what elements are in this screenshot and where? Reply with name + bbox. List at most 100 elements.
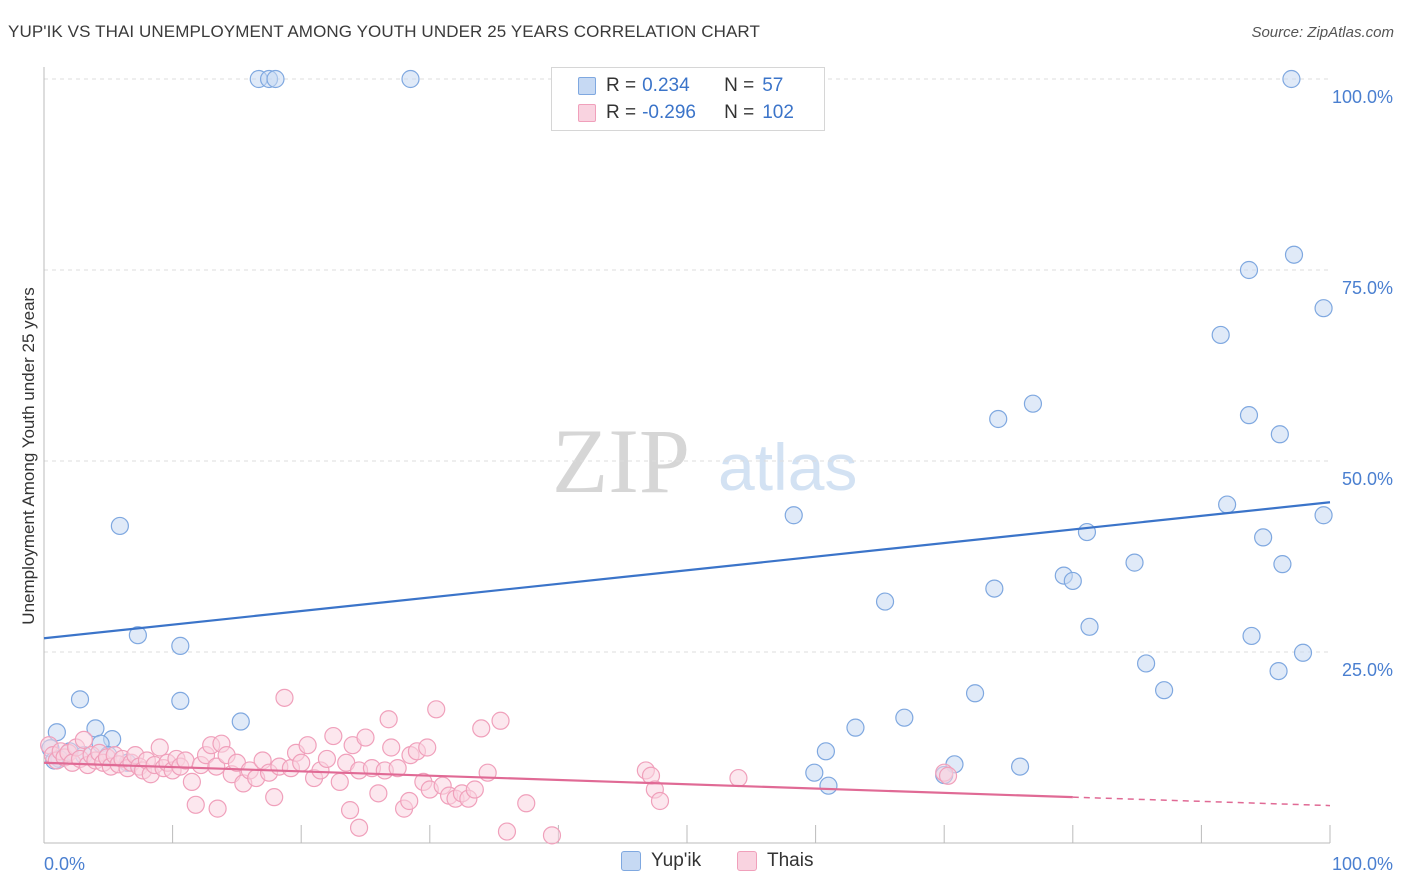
thai-point (400, 791, 419, 811)
yupik-point (1137, 654, 1156, 673)
yupik-point (171, 636, 190, 655)
chart-title: YUP'IK VS THAI UNEMPLOYMENT AMONG YOUTH … (8, 22, 760, 41)
yupik-point (1125, 553, 1144, 572)
yupik-point (231, 712, 250, 731)
y-tick-label: 75.0% (1342, 278, 1393, 298)
thai-point (418, 738, 437, 757)
legend-n-label: N = (724, 102, 755, 123)
yupik-point (1284, 245, 1304, 264)
y-tick-label: 100.0% (1332, 87, 1393, 107)
yupik-point (171, 691, 190, 710)
yupik-point (1314, 506, 1333, 525)
thai-point (340, 801, 360, 820)
axes (43, 67, 1331, 844)
yupik-point (989, 409, 1008, 429)
yupik-point (1155, 681, 1174, 700)
bottom-legend-yupik: Yup'ik (621, 850, 701, 872)
watermark-atlas: atlas (718, 430, 857, 504)
chart-source: Source: ZipAtlas.com (1251, 24, 1394, 41)
y-tick-label: 25.0% (1342, 660, 1393, 680)
legend-r-value-thais: -0.296 (642, 102, 696, 123)
thai-point (349, 818, 369, 837)
thai-point (324, 726, 343, 746)
yupik-point (128, 626, 147, 645)
yupik-point (1239, 260, 1259, 280)
thai-point (369, 784, 388, 803)
y-tick-labels: 100.0% 75.0% 50.0% 25.0% (1332, 87, 1393, 680)
bottom-legend-thais: Thais (737, 850, 813, 872)
thai-point (265, 788, 284, 807)
bottom-legend-label-thais: Thais (767, 850, 814, 871)
yupik-point (1273, 555, 1292, 574)
yupik-point (784, 506, 803, 525)
thai-point (427, 700, 446, 719)
thai-point (182, 772, 201, 791)
thai-point (150, 738, 169, 757)
thai-point (517, 794, 536, 813)
trend-lines (43, 501, 1331, 807)
y-axis-label: Unemployment Among Youth under 25 years (19, 287, 38, 624)
x-tick-labels: 0.0% 100.0% (44, 854, 1393, 874)
thai-point (275, 688, 294, 707)
thai-point (356, 728, 375, 747)
legend-row-yupik: R = 0.234 N = 57 (578, 73, 783, 99)
legend-r-value-yupik: 0.234 (642, 75, 690, 96)
thai-point (465, 780, 484, 799)
yupik-point (985, 579, 1004, 598)
yupik-point (110, 516, 129, 536)
thai-point (330, 772, 349, 791)
yupik-point (1023, 394, 1043, 413)
legend-r-label: R = (606, 102, 637, 123)
thai-point (317, 749, 337, 769)
yupik-point (1077, 522, 1097, 542)
bottom-legend-swatch-thais (737, 851, 757, 871)
thai-point (74, 730, 93, 749)
yupik-point (401, 69, 420, 89)
bottom-legend-label-yupik: Yup'ik (651, 850, 702, 871)
trend-line-yupik (43, 501, 1331, 640)
yupik-point (1269, 661, 1288, 681)
thai-point (382, 738, 401, 757)
yupik-point (895, 708, 914, 727)
thai-point (938, 766, 958, 785)
thai-point (388, 759, 407, 778)
yupik-point (1270, 425, 1289, 444)
yupik-point (1293, 643, 1313, 662)
yupik-point (1314, 299, 1333, 318)
yupik-point (1080, 617, 1099, 636)
trend-line-thais-extension (1072, 796, 1331, 807)
x-tick-label: 100.0% (1332, 854, 1393, 874)
legend-row-thais: R = -0.296 N = 102 (578, 100, 794, 126)
thai-point (491, 711, 510, 730)
yupik-point (819, 776, 838, 795)
yupik-point (1254, 528, 1273, 547)
yupik-point (816, 742, 835, 761)
yupik-point (1010, 757, 1030, 776)
thai-point (208, 799, 227, 818)
y-tick-label: 50.0% (1342, 469, 1393, 489)
legend-swatch-yupik (578, 77, 596, 95)
yupik-point (1242, 626, 1261, 646)
yupik-point (1063, 571, 1082, 591)
thai-point (298, 736, 317, 755)
yupik-point (965, 684, 985, 703)
thai-point (292, 753, 311, 772)
yupik-point (1211, 325, 1230, 345)
legend-n-label: N = (724, 75, 755, 96)
legend-n-value-thais: 102 (762, 102, 794, 123)
yupik-point (1239, 406, 1259, 425)
bottom-legend-swatch-yupik (621, 851, 641, 871)
yupik-point (875, 592, 895, 611)
legend-n-value-yupik: 57 (762, 75, 784, 96)
thai-point (472, 719, 491, 738)
x-tick-label: 0.0% (44, 854, 85, 874)
thai-point (542, 826, 562, 845)
thai-point (379, 710, 398, 729)
yupik-point (1282, 69, 1301, 89)
yupik-point (266, 69, 285, 89)
yupik-point (1218, 495, 1237, 514)
thai-point (729, 768, 748, 788)
legend-swatch-thais (578, 104, 596, 122)
thai-point (650, 791, 670, 811)
